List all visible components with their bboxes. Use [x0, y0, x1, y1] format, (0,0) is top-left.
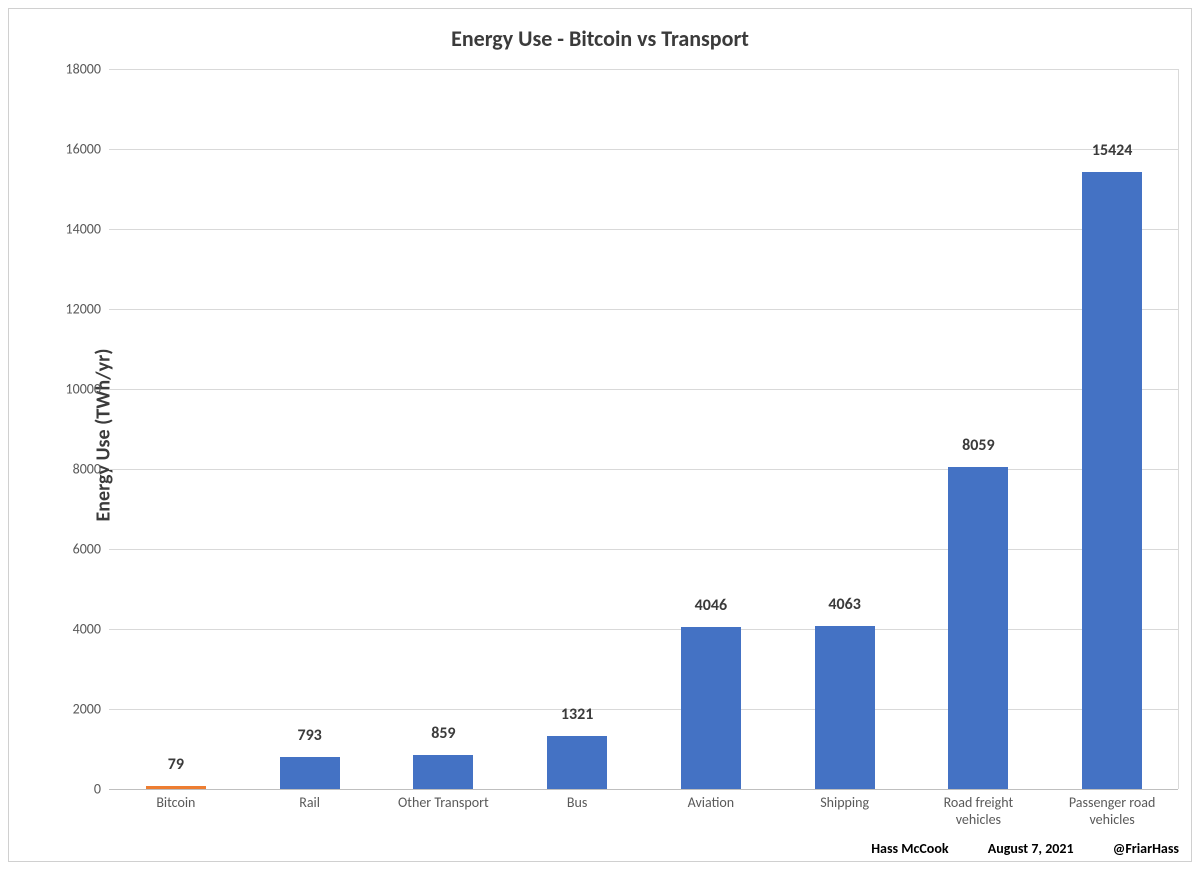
- y-tick-label: 8000: [73, 461, 101, 478]
- x-tick-label: Road freight vehicles: [912, 795, 1046, 829]
- footer-date: August 7, 2021: [988, 840, 1074, 857]
- x-tick-label: Shipping: [778, 795, 912, 812]
- y-tick-label: 16000: [66, 141, 101, 158]
- plot-area: 0200040006000800010000120001400016000180…: [109, 69, 1179, 789]
- y-tick-label: 10000: [66, 381, 101, 398]
- gridline: [109, 69, 1178, 70]
- y-tick-label: 12000: [66, 301, 101, 318]
- y-tick-label: 6000: [73, 541, 101, 558]
- chart-footer: Hass McCook August 7, 2021 @FriarHass: [835, 840, 1179, 857]
- x-tick-label: Bitcoin: [109, 795, 243, 812]
- footer-handle: @FriarHass: [1113, 840, 1179, 857]
- y-tick-label: 14000: [66, 221, 101, 238]
- y-tick-label: 18000: [66, 61, 101, 78]
- gridline: [109, 229, 1178, 230]
- y-tick-label: 2000: [73, 701, 101, 718]
- bar: [280, 757, 340, 789]
- y-tick-label: 4000: [73, 621, 101, 638]
- data-label: 4063: [828, 595, 860, 614]
- x-tick-label: Aviation: [644, 795, 778, 812]
- footer-author: Hass McCook: [871, 840, 948, 857]
- gridline: [109, 629, 1178, 630]
- x-tick-label: Bus: [510, 795, 644, 812]
- bar: [1082, 172, 1142, 789]
- bar: [413, 755, 473, 789]
- bar: [681, 627, 741, 789]
- bar: [547, 736, 607, 789]
- data-label: 1321: [561, 705, 593, 724]
- data-label: 4046: [695, 596, 727, 615]
- x-tick-label: Other Transport: [377, 795, 511, 812]
- chart-frame: Energy Use - Bitcoin vs Transport Energy…: [8, 8, 1192, 862]
- data-label: 79: [168, 755, 184, 774]
- data-label: 15424: [1092, 141, 1133, 160]
- data-label: 8059: [962, 436, 994, 455]
- gridline: [109, 149, 1178, 150]
- x-tick-label: Passenger road vehicles: [1045, 795, 1179, 829]
- x-tick-label: Rail: [243, 795, 377, 812]
- bar: [948, 467, 1008, 789]
- data-label: 859: [431, 724, 455, 743]
- bar: [815, 626, 875, 789]
- data-label: 793: [297, 726, 321, 745]
- gridline: [109, 709, 1178, 710]
- gridline: [109, 549, 1178, 550]
- gridline: [109, 469, 1178, 470]
- gridline: [109, 389, 1178, 390]
- gridline: [109, 309, 1178, 310]
- x-axis-line: [109, 789, 1178, 790]
- bar: [146, 786, 206, 789]
- chart-title: Energy Use - Bitcoin vs Transport: [9, 25, 1191, 52]
- y-tick-label: 0: [94, 781, 101, 798]
